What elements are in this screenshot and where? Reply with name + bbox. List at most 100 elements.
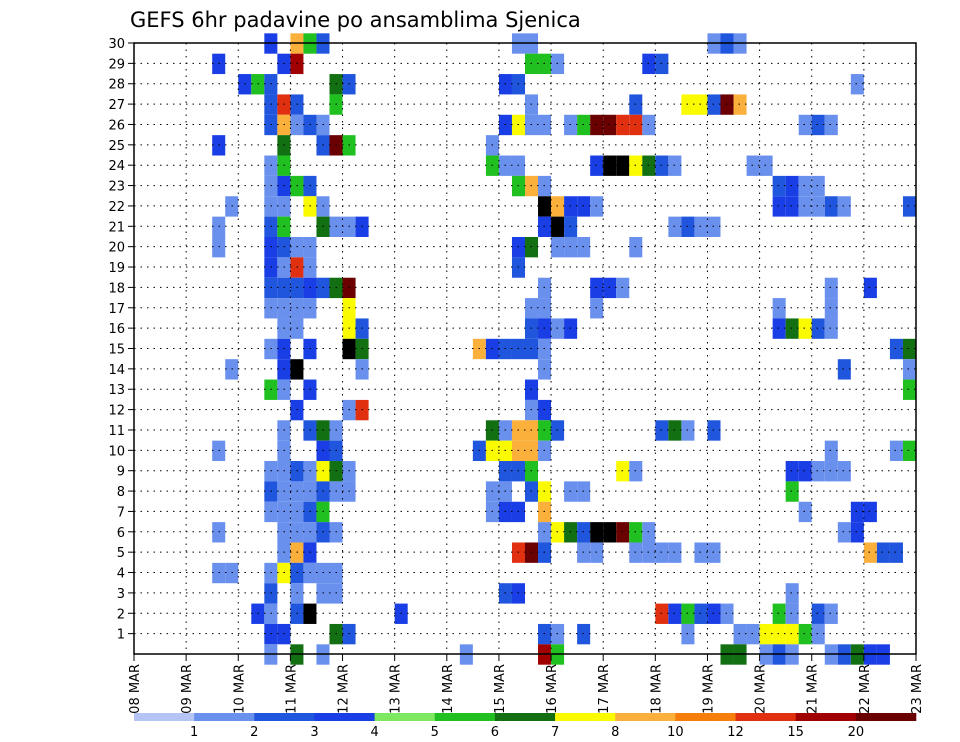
- heatmap-cell: [837, 359, 851, 380]
- heatmap-cell: [603, 155, 617, 176]
- heatmap-cell: [811, 175, 825, 197]
- heatmap-cell: [538, 216, 552, 237]
- heatmap-cell: [538, 440, 552, 462]
- heatmap-cell: [277, 318, 291, 339]
- legend-swatch: [555, 713, 616, 721]
- heatmap-cell: [290, 583, 304, 604]
- heatmap-cell: [355, 338, 369, 360]
- heatmap-cell: [889, 440, 903, 462]
- heatmap-cell: [564, 522, 578, 543]
- legend-label: 5: [431, 725, 439, 740]
- heatmap-cell: [290, 257, 304, 278]
- heatmap-cell: [277, 562, 291, 584]
- heatmap-cell: [472, 338, 486, 360]
- heatmap-cell: [511, 74, 525, 95]
- heatmap-cell: [538, 623, 552, 645]
- heatmap-cell: [551, 196, 565, 217]
- heatmap-cell: [824, 318, 838, 339]
- heatmap-cell: [603, 522, 617, 543]
- heatmap-cell: [668, 155, 682, 176]
- heatmap-cell: [212, 562, 226, 584]
- heatmap-cell: [277, 338, 291, 360]
- heatmap-cell: [329, 94, 343, 115]
- heatmap-cell: [798, 196, 812, 217]
- heatmap-cell: [498, 155, 512, 176]
- heatmap-cell: [720, 94, 734, 115]
- heatmap-cell: [498, 74, 512, 95]
- heatmap-cell: [902, 379, 916, 400]
- heatmap-cell: [824, 114, 838, 136]
- heatmap-cell: [525, 94, 539, 115]
- heatmap-cell: [538, 338, 552, 360]
- y-tick-label: 2: [117, 607, 125, 622]
- heatmap-cell: [772, 623, 786, 645]
- heatmap-cell: [629, 522, 643, 543]
- heatmap-cell: [290, 277, 304, 299]
- legend-label: 12: [727, 725, 744, 740]
- heatmap-cell: [863, 277, 877, 299]
- heatmap-cell: [746, 623, 760, 645]
- heatmap-cell: [616, 155, 630, 176]
- heatmap-cell: [746, 155, 760, 176]
- heatmap-cell: [616, 277, 630, 299]
- heatmap-cell: [290, 522, 304, 543]
- heatmap-cell: [264, 155, 278, 176]
- y-tick-label: 12: [108, 404, 125, 419]
- heatmap-cell: [837, 461, 851, 482]
- heatmap-cell: [316, 440, 330, 462]
- heatmap-cell: [303, 501, 317, 523]
- heatmap-cell: [498, 583, 512, 604]
- heatmap-cell: [264, 257, 278, 278]
- heatmap-cell: [511, 583, 525, 604]
- heatmap-cell: [277, 135, 291, 156]
- heatmap-cell: [785, 318, 799, 339]
- heatmap-cell: [342, 338, 356, 360]
- heatmap-cell: [772, 196, 786, 217]
- heatmap-cell: [785, 196, 799, 217]
- heatmap-cell: [277, 155, 291, 176]
- heatmap-cell: [472, 440, 486, 462]
- y-tick-label: 5: [117, 546, 125, 561]
- heatmap-cell: [681, 216, 695, 237]
- y-tick-label: 29: [108, 57, 125, 72]
- heatmap-cell: [264, 623, 278, 645]
- y-tick-label: 6: [117, 526, 125, 541]
- heatmap-cell: [511, 338, 525, 360]
- x-tick-label: 22 MAR: [858, 664, 873, 714]
- heatmap-cell: [577, 522, 591, 543]
- heatmap-cell: [303, 379, 317, 400]
- heatmap-cell: [902, 440, 916, 462]
- heatmap-cell: [551, 623, 565, 645]
- heatmap-cell: [551, 318, 565, 339]
- heatmap-cell: [798, 318, 812, 339]
- heatmap-cell: [329, 562, 343, 584]
- heatmap-cell: [564, 196, 578, 217]
- heatmap-cell: [342, 277, 356, 299]
- heatmap-cell: [525, 440, 539, 462]
- heatmap-cell: [772, 318, 786, 339]
- heatmap-cell: [694, 94, 708, 115]
- heatmap-cell: [329, 216, 343, 237]
- heatmap-cell: [616, 522, 630, 543]
- heatmap-cell: [329, 277, 343, 299]
- heatmap-cell: [212, 135, 226, 156]
- x-tick-label: 15 MAR: [493, 664, 508, 714]
- y-tick-label: 13: [108, 383, 125, 398]
- heatmap-cell: [303, 338, 317, 360]
- heatmap-cell: [876, 542, 890, 563]
- heatmap-cell: [577, 623, 591, 645]
- legend-swatch: [434, 713, 496, 721]
- heatmap-cell: [342, 623, 356, 645]
- y-tick-label: 30: [108, 37, 125, 52]
- x-tick-label: 23 MAR: [910, 664, 925, 714]
- heatmap-cell: [303, 257, 317, 278]
- heatmap-cell: [785, 175, 799, 197]
- heatmap-cell: [525, 379, 539, 400]
- heatmap-cell: [485, 440, 499, 462]
- legend-swatch: [795, 713, 857, 721]
- heatmap-cell: [303, 562, 317, 584]
- heatmap-cell: [603, 277, 617, 299]
- legend-label: 3: [310, 725, 318, 740]
- heatmap-cell: [785, 603, 799, 624]
- heatmap-cell: [772, 175, 786, 197]
